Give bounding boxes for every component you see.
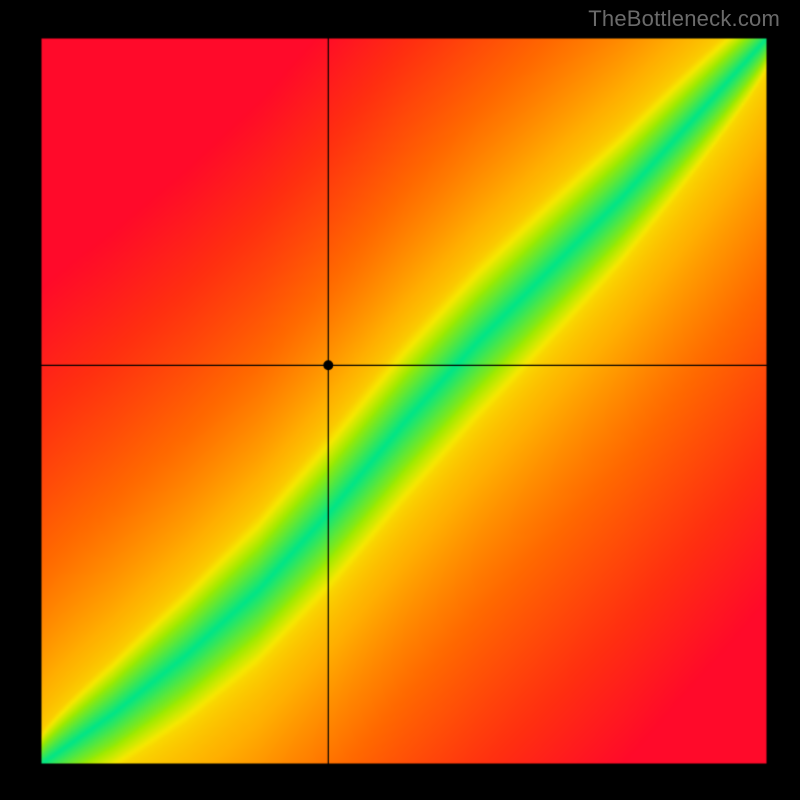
- heatmap-canvas: [0, 0, 800, 800]
- attribution-text: TheBottleneck.com: [588, 6, 780, 32]
- chart-container: TheBottleneck.com: [0, 0, 800, 800]
